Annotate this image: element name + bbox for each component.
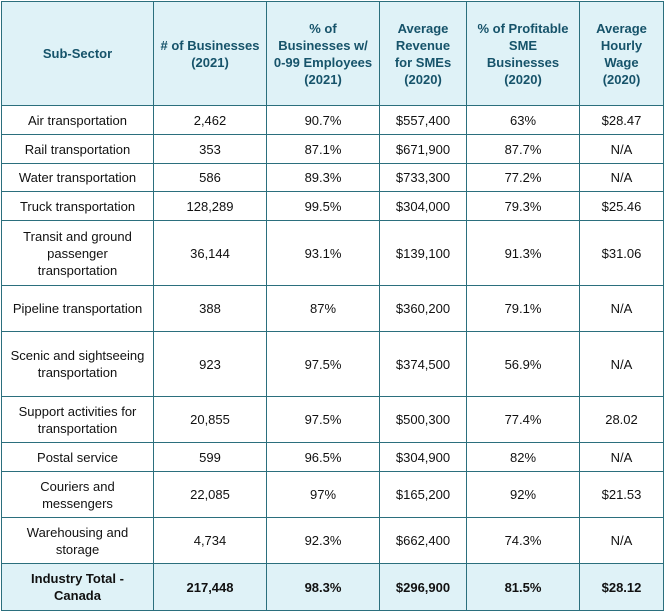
- table-row: Postal service 599 96.5% $304,900 82% N/A: [1, 442, 664, 472]
- cell: 81.5%: [466, 563, 580, 611]
- row-label: Scenic and sightseeing transportation: [1, 331, 154, 397]
- header-cell: Average Hourly Wage (2020): [579, 1, 664, 106]
- cell: 388: [153, 285, 267, 332]
- table-row: Scenic and sightseeing transportation 923…: [1, 331, 664, 397]
- cell: 77.2%: [466, 163, 580, 192]
- header-cell: Average Revenue for SMEs (2020): [379, 1, 467, 106]
- table-row: Support activities for transportation 20,…: [1, 396, 664, 443]
- cell: $139,100: [379, 220, 467, 286]
- row-label: Pipeline transportation: [1, 285, 154, 332]
- cell: $671,900: [379, 134, 467, 164]
- cell: 97%: [266, 471, 380, 518]
- row-label: Warehousing and storage: [1, 517, 154, 564]
- cell: 92.3%: [266, 517, 380, 564]
- cell: 22,085: [153, 471, 267, 518]
- cell: $296,900: [379, 563, 467, 611]
- header-cell: % of Businesses w/ 0-99 Employees (2021): [266, 1, 380, 106]
- cell: 87%: [266, 285, 380, 332]
- row-label: Couriers and messengers: [1, 471, 154, 518]
- cell: N/A: [579, 331, 664, 397]
- table-row: Water transportation 586 89.3% $733,300 77.2…: [1, 163, 664, 192]
- cell: 90.7%: [266, 105, 380, 135]
- cell: 63%: [466, 105, 580, 135]
- row-label: Industry Total - Canada: [1, 563, 154, 611]
- table-row: Rail transportation 353 87.1% $671,900 87.7%…: [1, 134, 664, 164]
- row-label: Transit and ground passenger transportat…: [1, 220, 154, 286]
- cell: N/A: [579, 517, 664, 564]
- cell: $304,000: [379, 191, 467, 221]
- cell: 128,289: [153, 191, 267, 221]
- header-cell: % of Profitable SME Businesses (2020): [466, 1, 580, 106]
- total-row: Industry Total - Canada 217,448 98.3% $296,…: [1, 563, 664, 611]
- cell: $733,300: [379, 163, 467, 192]
- row-label: Air transportation: [1, 105, 154, 135]
- cell: $500,300: [379, 396, 467, 443]
- cell: 98.3%: [266, 563, 380, 611]
- cell: 56.9%: [466, 331, 580, 397]
- cell: $165,200: [379, 471, 467, 518]
- row-label: Truck transportation: [1, 191, 154, 221]
- row-label: Rail transportation: [1, 134, 154, 164]
- cell: 20,855: [153, 396, 267, 443]
- table-row: Truck transportation 128,289 99.5% $304,000…: [1, 191, 664, 221]
- cell: 599: [153, 442, 267, 472]
- cell: 82%: [466, 442, 580, 472]
- cell: N/A: [579, 163, 664, 192]
- table-body: Air transportation 2,462 90.7% $557,400 63% $…: [1, 105, 664, 611]
- cell: $360,200: [379, 285, 467, 332]
- table-row: Transit and ground passenger transportat…: [1, 220, 664, 286]
- table-row: Pipeline transportation 388 87% $360,200 79.…: [1, 285, 664, 332]
- cell: $21.53: [579, 471, 664, 518]
- cell: 89.3%: [266, 163, 380, 192]
- cell: 91.3%: [466, 220, 580, 286]
- cell: 79.1%: [466, 285, 580, 332]
- cell: $374,500: [379, 331, 467, 397]
- header-cell: # of Businesses (2021): [153, 1, 267, 106]
- cell: N/A: [579, 134, 664, 164]
- cell: 4,734: [153, 517, 267, 564]
- cell: 2,462: [153, 105, 267, 135]
- row-label: Water transportation: [1, 163, 154, 192]
- table-row: Warehousing and storage 4,734 92.3% $662,40…: [1, 517, 664, 564]
- cell: 79.3%: [466, 191, 580, 221]
- cell: 87.1%: [266, 134, 380, 164]
- cell: 87.7%: [466, 134, 580, 164]
- cell: 353: [153, 134, 267, 164]
- cell: 77.4%: [466, 396, 580, 443]
- cell: 28.02: [579, 396, 664, 443]
- cell: $28.47: [579, 105, 664, 135]
- cell: 92%: [466, 471, 580, 518]
- cell: 93.1%: [266, 220, 380, 286]
- cell: 97.5%: [266, 396, 380, 443]
- cell: 217,448: [153, 563, 267, 611]
- cell: $28.12: [579, 563, 664, 611]
- cell: N/A: [579, 442, 664, 472]
- cell: $662,400: [379, 517, 467, 564]
- header-row: Sub-Sector # of Businesses (2021)% of Bus…: [1, 1, 664, 106]
- cell: $25.46: [579, 191, 664, 221]
- cell: $557,400: [379, 105, 467, 135]
- cell: 923: [153, 331, 267, 397]
- cell: N/A: [579, 285, 664, 332]
- cell: 586: [153, 163, 267, 192]
- cell: 97.5%: [266, 331, 380, 397]
- cell: 96.5%: [266, 442, 380, 472]
- row-label: Postal service: [1, 442, 154, 472]
- cell: 74.3%: [466, 517, 580, 564]
- cell: $31.06: [579, 220, 664, 286]
- cell: 36,144: [153, 220, 267, 286]
- table-row: Air transportation 2,462 90.7% $557,400 63% $…: [1, 105, 664, 135]
- table-row: Couriers and messengers 22,085 97% $165,200…: [1, 471, 664, 518]
- header-cell: Sub-Sector: [1, 1, 154, 106]
- row-label: Support activities for transportation: [1, 396, 154, 443]
- cell: $304,900: [379, 442, 467, 472]
- cell: 99.5%: [266, 191, 380, 221]
